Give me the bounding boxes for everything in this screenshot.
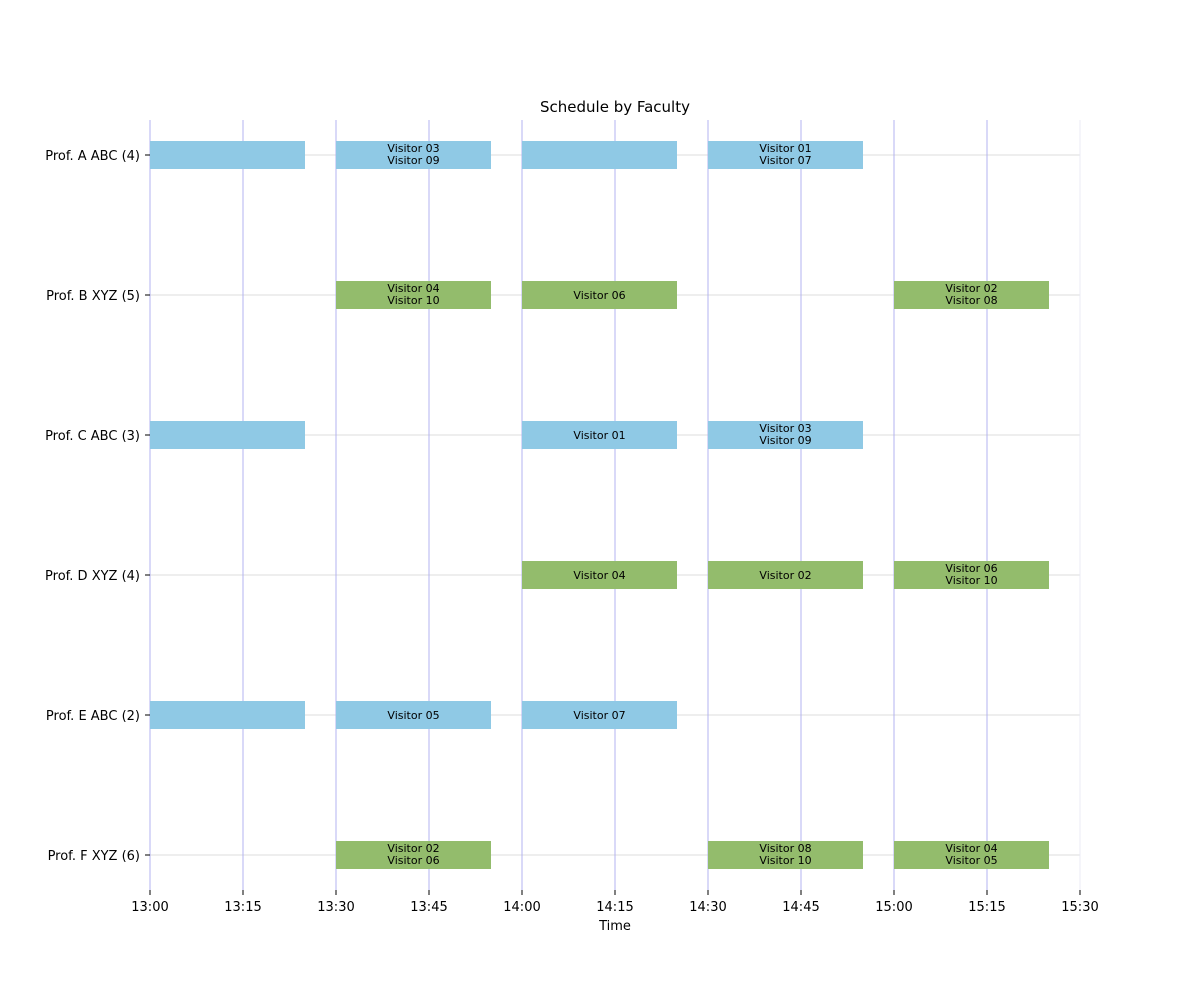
x-tick-label: 14:30 (689, 900, 726, 915)
x-tick-label: 15:00 (875, 900, 912, 915)
schedule-bar (336, 281, 491, 309)
x-tick-label: 15:15 (968, 900, 1005, 915)
bar-visitor-label: Visitor 03 (387, 142, 439, 155)
y-tick-label: Prof. D XYZ (4) (45, 569, 140, 584)
schedule-bar (708, 421, 863, 449)
schedule-bar (336, 841, 491, 869)
bar-visitor-label: Visitor 05 (945, 854, 997, 867)
bar-visitor-label: Visitor 06 (945, 562, 997, 575)
y-tick-label: Prof. A ABC (4) (45, 149, 140, 164)
bar-visitor-label: Visitor 06 (573, 289, 625, 302)
x-tick-label: 13:15 (224, 900, 261, 915)
schedule-bar (150, 141, 305, 169)
schedule-bar (708, 561, 863, 589)
schedule-bar (894, 281, 1049, 309)
y-tick-label: Prof. C ABC (3) (45, 429, 140, 444)
bar-visitor-label: Visitor 01 (573, 429, 625, 442)
y-tick-label: Prof. F XYZ (6) (48, 849, 140, 864)
x-tick-label: 15:30 (1061, 900, 1098, 915)
schedule-bar (522, 141, 677, 169)
bar-visitor-label: Visitor 06 (387, 854, 439, 867)
bar-visitor-label: Visitor 02 (945, 282, 997, 295)
bar-visitor-label: Visitor 08 (945, 294, 997, 307)
x-tick-label: 14:00 (503, 900, 540, 915)
bar-visitor-label: Visitor 04 (945, 842, 997, 855)
y-tick-label: Prof. B XYZ (5) (46, 289, 140, 304)
schedule-bar (894, 841, 1049, 869)
schedule-bar (150, 701, 305, 729)
schedule-bar (150, 421, 305, 449)
bar-visitor-label: Visitor 02 (759, 569, 811, 582)
bar-visitor-label: Visitor 09 (759, 434, 811, 447)
bar-visitor-label: Visitor 10 (759, 854, 811, 867)
schedule-bar (522, 421, 677, 449)
bar-visitor-label: Visitor 04 (573, 569, 625, 582)
schedule-bar (336, 701, 491, 729)
x-axis-label: Time (598, 919, 631, 934)
bar-visitor-label: Visitor 03 (759, 422, 811, 435)
schedule-bar (336, 141, 491, 169)
bar-visitor-label: Visitor 05 (387, 709, 439, 722)
y-tick-label: Prof. E ABC (2) (46, 709, 140, 724)
bar-visitor-label: Visitor 08 (759, 842, 811, 855)
x-tick-label: 14:45 (782, 900, 819, 915)
bar-visitor-label: Visitor 10 (945, 574, 997, 587)
bar-visitor-label: Visitor 10 (387, 294, 439, 307)
bar-layer (150, 141, 1049, 869)
bar-visitor-label: Visitor 01 (759, 142, 811, 155)
x-tick-label: 13:00 (131, 900, 168, 915)
schedule-bar (522, 561, 677, 589)
schedule-bar (708, 141, 863, 169)
label-layer: 13:00 13:15 13:30 13:45 14:00 14:15 14:30 14:45… (45, 142, 1099, 915)
bar-visitor-label: Visitor 09 (387, 154, 439, 167)
schedule-bar (894, 561, 1049, 589)
schedule-bar (522, 281, 677, 309)
bar-visitor-label: Visitor 07 (759, 154, 811, 167)
schedule-bar (522, 701, 677, 729)
bar-visitor-label: Visitor 04 (387, 282, 439, 295)
bar-visitor-label: Visitor 07 (573, 709, 625, 722)
x-tick-label: 14:15 (596, 900, 633, 915)
chart-title: Schedule by Faculty (540, 98, 690, 116)
grid-layer (145, 120, 1081, 895)
x-tick-label: 13:30 (317, 900, 354, 915)
x-tick-label: 13:45 (410, 900, 447, 915)
bar-visitor-label: Visitor 02 (387, 842, 439, 855)
schedule-bar (708, 841, 863, 869)
